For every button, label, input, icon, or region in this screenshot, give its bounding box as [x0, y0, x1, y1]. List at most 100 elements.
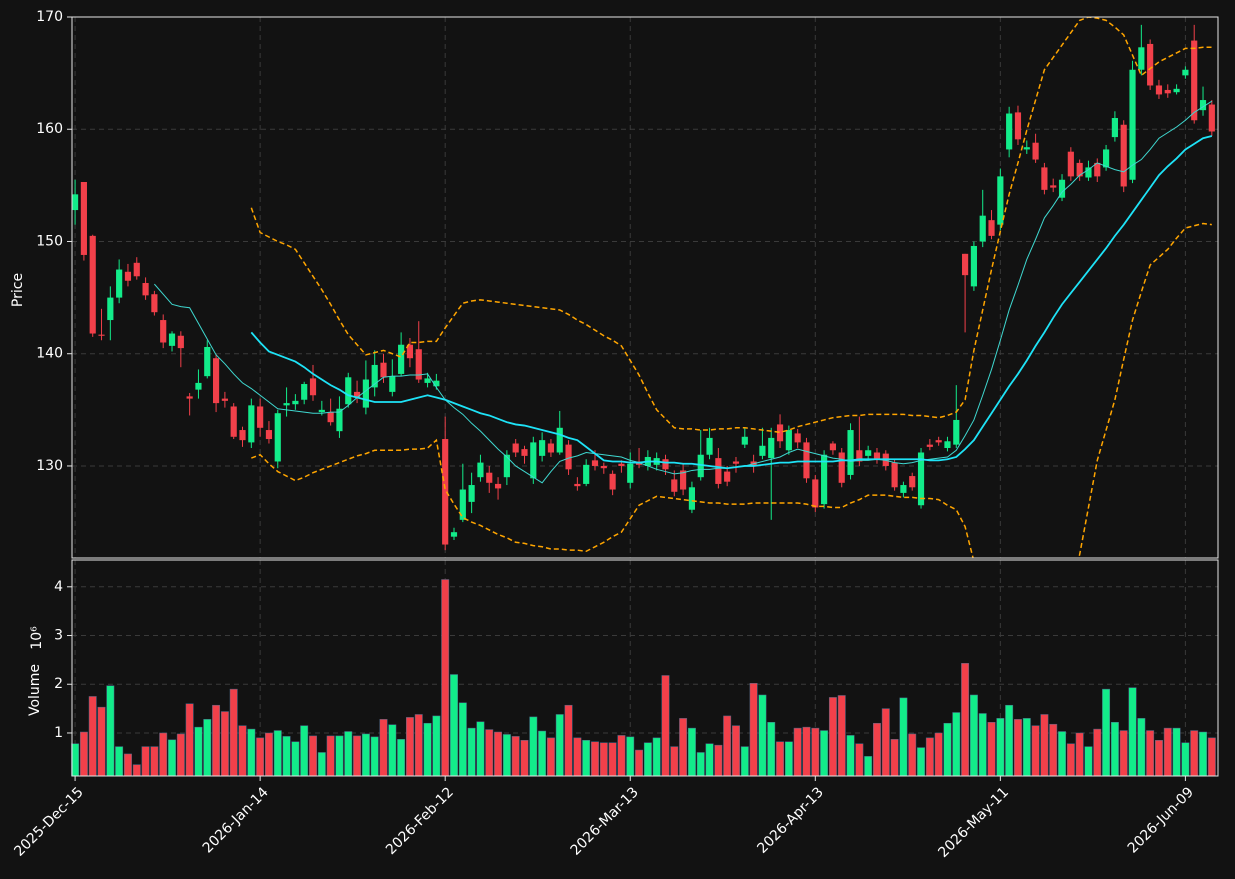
volume-bar — [749, 683, 758, 777]
candle-body — [212, 358, 220, 404]
volume-bar — [247, 728, 256, 777]
volume-bar — [767, 722, 776, 777]
candle-body — [1094, 162, 1101, 177]
volume-bar — [546, 737, 555, 777]
y-tick-label: 160 — [36, 121, 63, 137]
volume-bar — [987, 722, 996, 777]
candle-body — [1032, 142, 1039, 160]
candle-body — [1120, 124, 1127, 187]
candle-body — [345, 377, 352, 405]
volume-bar — [485, 729, 494, 777]
candle-body — [1129, 69, 1136, 180]
volume-bar — [220, 711, 229, 777]
candle-body — [697, 454, 704, 478]
candle-body — [204, 346, 211, 377]
candle-body — [398, 344, 405, 374]
volume-bar — [617, 735, 626, 777]
y-axis-scale: 10⁶ — [29, 626, 45, 650]
volume-bar — [1014, 719, 1022, 777]
volume-bar — [626, 736, 635, 777]
volume-bar — [740, 746, 749, 777]
indicator-line — [250, 135, 1213, 470]
candle-body — [821, 454, 828, 505]
volume-bar — [661, 675, 670, 777]
volume-bar — [1040, 714, 1049, 777]
volume-bar — [705, 743, 714, 777]
candle-body — [274, 413, 281, 462]
candle-body — [389, 376, 396, 392]
volume-bar — [132, 764, 141, 777]
volume-bar — [1058, 731, 1066, 777]
candle-body — [1041, 167, 1048, 190]
volume-bar — [925, 737, 934, 777]
candle-body — [680, 470, 687, 490]
volume-bar — [441, 579, 450, 777]
volume-bar — [88, 696, 97, 777]
volume-bar — [344, 731, 353, 777]
volume-bar — [1075, 732, 1084, 777]
candle-body — [900, 485, 907, 493]
y-tick-label: 1 — [54, 725, 63, 741]
candle-body — [583, 464, 590, 484]
candle-body — [865, 450, 872, 456]
volume-bar — [185, 703, 194, 777]
volume-bar — [502, 734, 511, 777]
candle-body — [160, 320, 167, 343]
candle-body — [283, 403, 290, 406]
candle-body — [221, 398, 228, 401]
candle-body — [318, 409, 325, 413]
volume-bar — [203, 719, 212, 777]
volume-bar — [1181, 742, 1190, 777]
candle-body — [794, 433, 801, 443]
candle-body — [1006, 113, 1013, 150]
volume-bar — [229, 688, 238, 777]
candle-body — [486, 472, 493, 483]
volume-bar — [793, 727, 802, 777]
volume-bar — [758, 694, 767, 777]
candle-body — [1147, 43, 1154, 86]
candle-body — [186, 396, 193, 399]
volume-bar — [1207, 737, 1216, 777]
candle-body — [688, 487, 696, 510]
volume-bar — [273, 730, 282, 777]
candle-body — [1173, 88, 1180, 93]
candle-body — [89, 235, 96, 334]
candle-body — [741, 436, 748, 445]
volume-bar — [1199, 731, 1207, 777]
volume-bar — [811, 727, 820, 777]
candle-body — [450, 532, 458, 537]
y-axis-label: Volume — [27, 664, 43, 716]
volume-bar — [432, 715, 441, 777]
candle-body — [309, 378, 317, 396]
volume-bar — [1119, 730, 1128, 777]
candle-body — [503, 454, 510, 478]
volume-bar — [635, 749, 644, 777]
candle-body — [380, 362, 387, 378]
candle-body — [327, 412, 334, 423]
volume-bar — [687, 727, 696, 777]
candle-body — [759, 445, 766, 456]
candle-body — [935, 440, 942, 443]
candle-body — [706, 437, 713, 455]
candle-body — [997, 176, 1004, 225]
candle-body — [627, 463, 634, 483]
candle-body — [292, 400, 299, 405]
candle-body — [600, 465, 607, 469]
volume-bar — [450, 674, 458, 777]
volume-bar — [194, 726, 203, 777]
candle-body — [618, 463, 625, 466]
candle-body — [1182, 69, 1189, 76]
volume-bar — [405, 717, 414, 777]
candle-body — [556, 427, 563, 453]
volume-bar — [264, 732, 273, 777]
volume-bar — [599, 742, 608, 777]
candle-body — [847, 430, 854, 475]
candle-body — [803, 442, 810, 479]
volume-bar — [1049, 723, 1058, 777]
candle-body — [776, 424, 784, 442]
volume-bar — [494, 731, 503, 777]
candle-body — [1199, 100, 1207, 111]
volume-bar — [317, 752, 326, 777]
volume-bar — [908, 733, 917, 777]
